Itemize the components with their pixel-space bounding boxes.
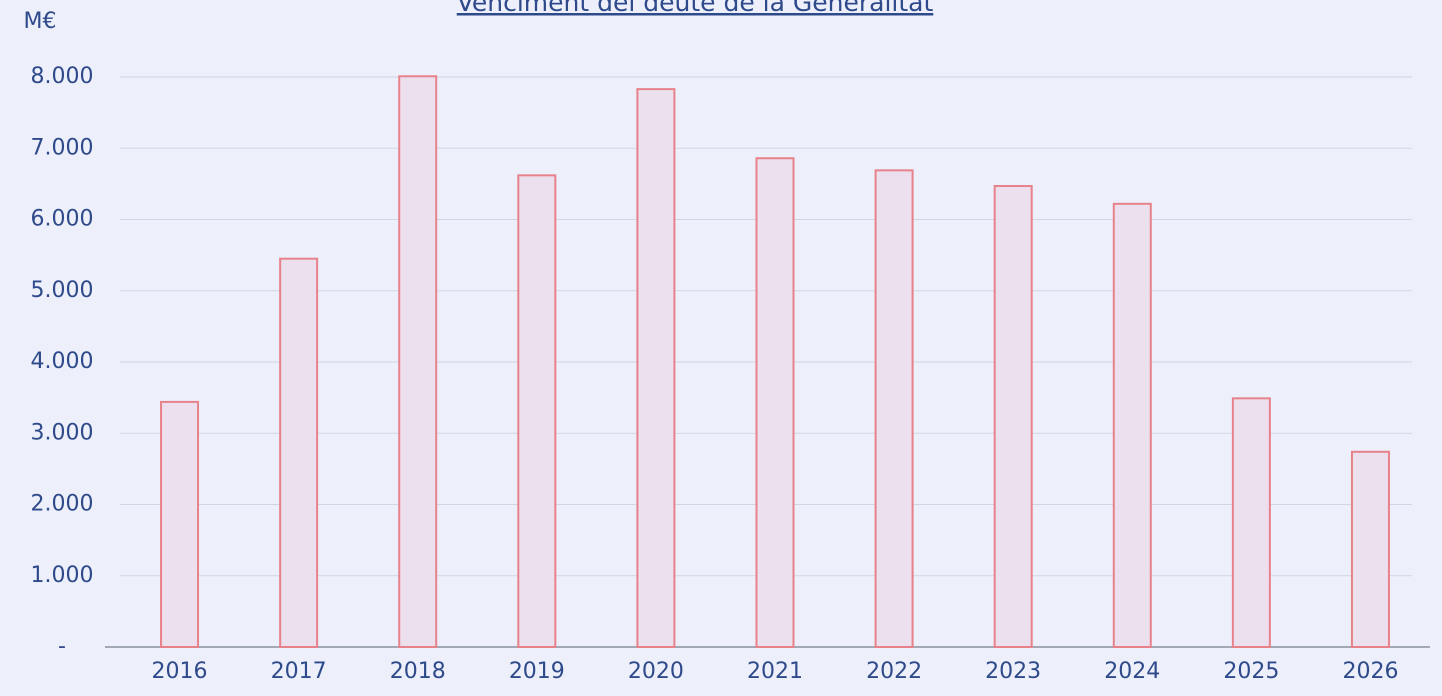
x-tick-label: 2022	[866, 659, 922, 684]
x-tick-label: 2016	[152, 659, 208, 684]
bar	[1350, 450, 1390, 648]
bar	[993, 185, 1033, 648]
bar	[398, 75, 438, 649]
x-tick-label: 2019	[509, 659, 565, 684]
x-tick-label: 2020	[628, 659, 684, 684]
x-tick-label: 2024	[1104, 659, 1160, 684]
y-tick-label: 5.000	[31, 278, 94, 303]
y-tick-label: 6.000	[31, 207, 94, 232]
bar	[755, 157, 795, 648]
x-tick-label: 2018	[390, 659, 446, 684]
bar	[517, 174, 557, 648]
chart-title: Venciment del deute de la Generalitat	[457, 0, 934, 17]
bar	[636, 88, 676, 649]
y-tick-label: 3.000	[31, 420, 94, 445]
x-tick-label: 2023	[985, 659, 1041, 684]
y-tick-label: 4.000	[31, 349, 94, 374]
y-tick-label: 1.000	[31, 563, 94, 588]
bar	[279, 257, 319, 648]
x-tick-label: 2017	[271, 659, 327, 684]
x-tick-label: 2025	[1223, 659, 1279, 684]
x-tick-label: 2026	[1342, 659, 1398, 684]
bar	[1231, 397, 1271, 648]
y-axis-label: M€	[24, 9, 57, 34]
x-tick-label: 2021	[747, 659, 803, 684]
bar	[874, 169, 914, 648]
y-tick-label: 2.000	[31, 492, 94, 517]
bar	[160, 400, 200, 648]
bar	[1112, 202, 1152, 648]
y-tick-label: -	[58, 634, 66, 659]
y-tick-label: 7.000	[31, 135, 94, 160]
y-tick-label: 8.000	[31, 64, 94, 89]
